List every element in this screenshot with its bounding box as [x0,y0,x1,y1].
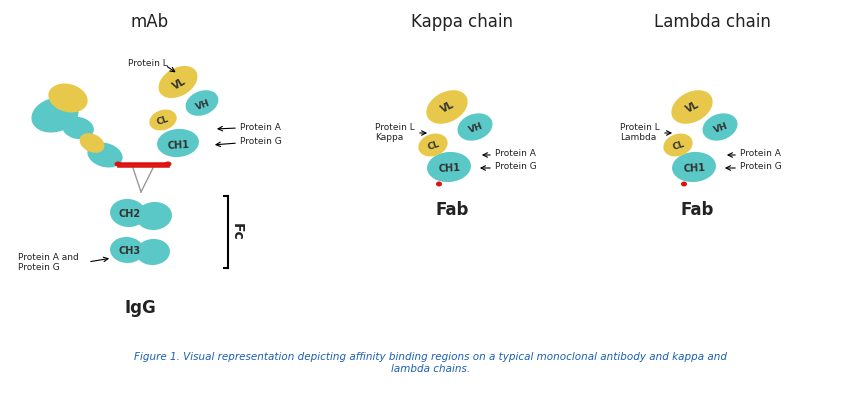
Ellipse shape [457,113,492,140]
Text: VL: VL [170,76,187,92]
Text: VH: VH [712,121,728,135]
Ellipse shape [426,152,470,182]
Text: Kappa chain: Kappa chain [411,13,512,31]
Text: CL: CL [671,140,685,152]
Text: CL: CL [426,140,441,152]
Ellipse shape [672,152,715,182]
Text: Protein A and: Protein A and [18,254,78,263]
Text: Protein A: Protein A [494,150,536,158]
Ellipse shape [426,90,468,124]
Ellipse shape [663,134,692,156]
Text: Lambda chain: Lambda chain [653,13,770,31]
Ellipse shape [418,134,447,156]
Text: Protein A: Protein A [739,150,780,158]
Text: Lambda: Lambda [619,133,655,142]
Text: lambda chains.: lambda chains. [391,364,470,374]
Ellipse shape [136,239,170,265]
Text: Protein L: Protein L [127,59,168,68]
Text: VH: VH [195,98,211,112]
Ellipse shape [680,181,686,187]
Text: CH2: CH2 [119,209,141,219]
Ellipse shape [87,142,122,168]
Ellipse shape [436,181,442,187]
Text: Figure 1. Visual representation depicting affinity binding regions on a typical : Figure 1. Visual representation depictin… [134,352,727,362]
Text: Protein G: Protein G [739,162,781,172]
Ellipse shape [158,66,197,98]
Ellipse shape [671,90,712,124]
Ellipse shape [149,109,177,131]
Text: Protein G: Protein G [494,162,536,172]
Text: Fab: Fab [435,201,468,219]
Text: Fc: Fc [230,223,244,241]
Text: CH1: CH1 [166,139,189,150]
Ellipse shape [79,133,104,153]
Ellipse shape [185,90,218,116]
Text: CL: CL [156,115,170,127]
Ellipse shape [62,117,94,139]
Text: Protein G: Protein G [239,137,282,146]
Text: IgG: IgG [124,299,156,317]
Ellipse shape [702,113,737,140]
Text: Kappa: Kappa [375,133,403,142]
Ellipse shape [31,98,78,133]
Text: mAb: mAb [131,13,169,31]
Text: Fab: Fab [679,201,713,219]
Text: CH1: CH1 [437,162,460,174]
Text: Protein L: Protein L [619,123,659,133]
Ellipse shape [164,162,171,166]
Text: VL: VL [684,100,701,115]
Text: Protein L: Protein L [375,123,414,133]
Text: Protein A: Protein A [239,123,281,131]
Ellipse shape [110,199,146,227]
Text: CH3: CH3 [119,246,141,256]
Text: VL: VL [439,100,455,115]
Text: Protein G: Protein G [18,263,59,273]
Ellipse shape [136,202,172,230]
Ellipse shape [110,237,144,263]
Ellipse shape [115,162,121,166]
Text: CH1: CH1 [682,162,704,174]
Ellipse shape [48,84,88,113]
Ellipse shape [157,129,199,157]
Text: VH: VH [467,121,484,135]
